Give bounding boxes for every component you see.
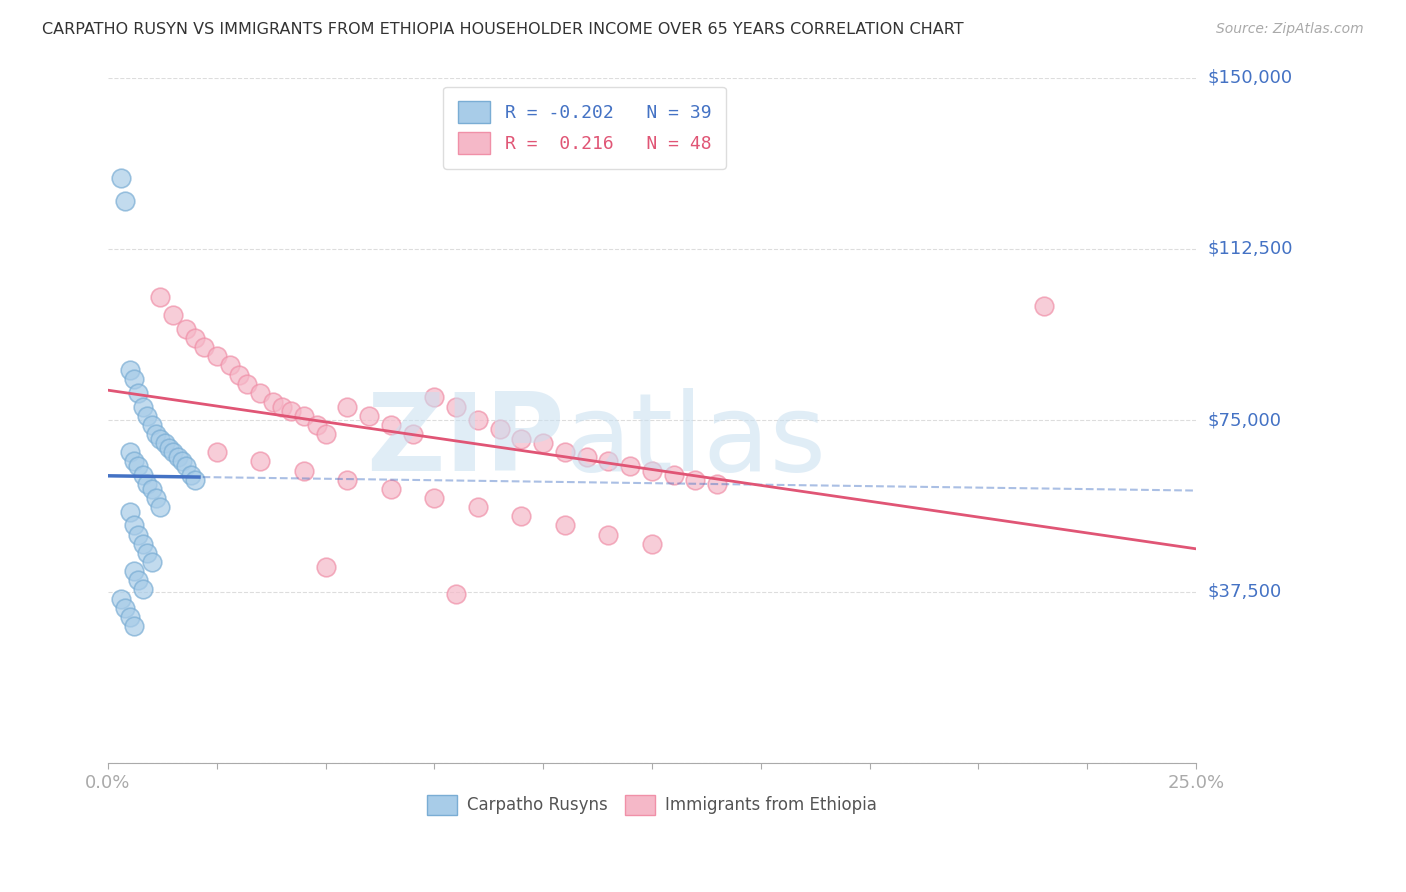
Point	[510, 432, 533, 446]
Point	[598, 454, 620, 468]
Point	[467, 500, 489, 515]
Point	[149, 432, 172, 446]
Point	[127, 527, 149, 541]
Point	[205, 349, 228, 363]
Point	[141, 555, 163, 569]
Point	[162, 308, 184, 322]
Point	[118, 363, 141, 377]
Point	[280, 404, 302, 418]
Point	[510, 509, 533, 524]
Point	[193, 340, 215, 354]
Point	[249, 385, 271, 400]
Point	[127, 385, 149, 400]
Point	[122, 564, 145, 578]
Point	[619, 458, 641, 473]
Point	[575, 450, 598, 464]
Point	[166, 450, 188, 464]
Point	[122, 454, 145, 468]
Point	[122, 518, 145, 533]
Point	[162, 445, 184, 459]
Point	[228, 368, 250, 382]
Point	[531, 436, 554, 450]
Point	[218, 359, 240, 373]
Point	[1032, 299, 1054, 313]
Point	[444, 587, 467, 601]
Point	[110, 171, 132, 186]
Point	[641, 537, 664, 551]
Point	[662, 468, 685, 483]
Point	[141, 417, 163, 432]
Point	[132, 468, 155, 483]
Point	[114, 600, 136, 615]
Point	[205, 445, 228, 459]
Point	[127, 574, 149, 588]
Text: Source: ZipAtlas.com: Source: ZipAtlas.com	[1216, 22, 1364, 37]
Point	[110, 591, 132, 606]
Point	[236, 376, 259, 391]
Text: CARPATHO RUSYN VS IMMIGRANTS FROM ETHIOPIA HOUSEHOLDER INCOME OVER 65 YEARS CORR: CARPATHO RUSYN VS IMMIGRANTS FROM ETHIOP…	[42, 22, 963, 37]
Point	[132, 400, 155, 414]
Point	[176, 322, 198, 336]
Point	[336, 473, 359, 487]
Point	[401, 427, 423, 442]
Point	[145, 427, 167, 442]
Point	[176, 458, 198, 473]
Point	[157, 441, 180, 455]
Point	[180, 468, 202, 483]
Point	[122, 372, 145, 386]
Point	[136, 477, 159, 491]
Point	[598, 527, 620, 541]
Point	[149, 290, 172, 304]
Point	[262, 395, 284, 409]
Point	[444, 400, 467, 414]
Point	[423, 491, 446, 505]
Point	[122, 619, 145, 633]
Point	[118, 610, 141, 624]
Point	[423, 391, 446, 405]
Point	[118, 505, 141, 519]
Point	[132, 582, 155, 597]
Point	[467, 413, 489, 427]
Point	[170, 454, 193, 468]
Point	[114, 194, 136, 208]
Point	[685, 473, 707, 487]
Point	[554, 518, 576, 533]
Point	[153, 436, 176, 450]
Point	[641, 464, 664, 478]
Point	[132, 537, 155, 551]
Point	[380, 417, 402, 432]
Text: $75,000: $75,000	[1208, 411, 1281, 429]
Point	[136, 546, 159, 560]
Text: ZIP: ZIP	[367, 388, 565, 494]
Point	[127, 458, 149, 473]
Point	[136, 409, 159, 423]
Point	[145, 491, 167, 505]
Point	[315, 427, 337, 442]
Point	[336, 400, 359, 414]
Point	[271, 400, 294, 414]
Legend: Carpatho Rusyns, Immigrants from Ethiopia: Carpatho Rusyns, Immigrants from Ethiopi…	[419, 787, 884, 823]
Point	[149, 500, 172, 515]
Point	[249, 454, 271, 468]
Point	[292, 464, 315, 478]
Point	[380, 482, 402, 496]
Text: $37,500: $37,500	[1208, 582, 1281, 600]
Point	[359, 409, 381, 423]
Point	[554, 445, 576, 459]
Point	[118, 445, 141, 459]
Point	[488, 422, 510, 436]
Text: $112,500: $112,500	[1208, 240, 1292, 258]
Point	[305, 417, 328, 432]
Point	[315, 559, 337, 574]
Text: $150,000: $150,000	[1208, 69, 1292, 87]
Point	[184, 473, 207, 487]
Point	[184, 331, 207, 345]
Point	[141, 482, 163, 496]
Point	[292, 409, 315, 423]
Text: atlas: atlas	[565, 388, 827, 494]
Point	[706, 477, 728, 491]
